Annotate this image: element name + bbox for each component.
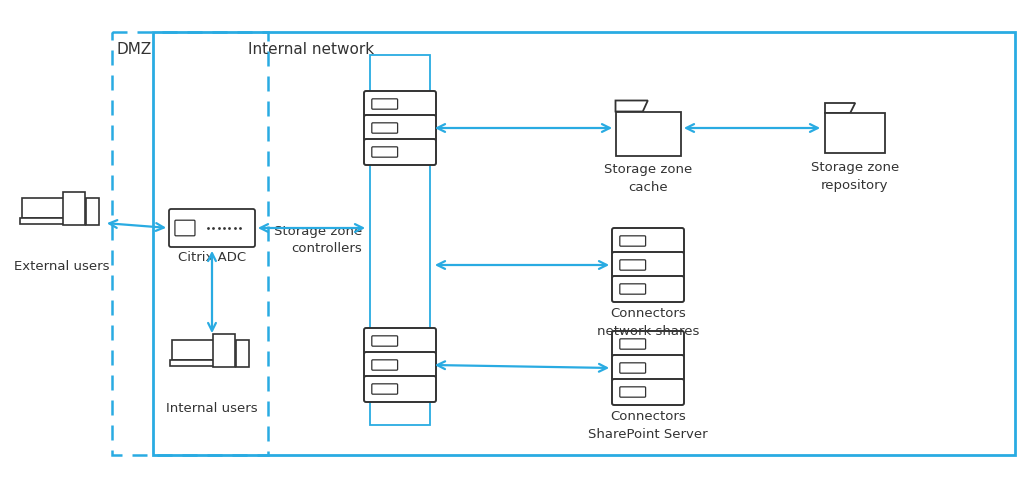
Text: DMZ: DMZ: [117, 42, 152, 57]
FancyBboxPatch shape: [213, 334, 235, 367]
FancyBboxPatch shape: [372, 384, 398, 394]
FancyBboxPatch shape: [372, 99, 398, 109]
FancyBboxPatch shape: [372, 123, 398, 133]
FancyBboxPatch shape: [620, 339, 646, 349]
FancyBboxPatch shape: [612, 252, 684, 278]
FancyBboxPatch shape: [236, 340, 249, 367]
FancyBboxPatch shape: [172, 340, 224, 360]
FancyBboxPatch shape: [364, 352, 436, 378]
FancyBboxPatch shape: [364, 376, 436, 402]
FancyBboxPatch shape: [612, 228, 684, 254]
FancyBboxPatch shape: [85, 198, 99, 225]
FancyBboxPatch shape: [364, 115, 436, 141]
FancyBboxPatch shape: [20, 218, 75, 224]
Text: Internal network: Internal network: [248, 42, 374, 57]
FancyBboxPatch shape: [612, 331, 684, 357]
FancyBboxPatch shape: [612, 276, 684, 302]
Polygon shape: [616, 100, 648, 111]
FancyBboxPatch shape: [372, 336, 398, 346]
FancyBboxPatch shape: [612, 355, 684, 381]
FancyBboxPatch shape: [364, 139, 436, 165]
Text: Storage zone
repository: Storage zone repository: [811, 161, 899, 192]
FancyBboxPatch shape: [620, 284, 646, 294]
FancyBboxPatch shape: [22, 198, 73, 218]
FancyBboxPatch shape: [620, 236, 646, 246]
Polygon shape: [825, 103, 855, 113]
FancyBboxPatch shape: [612, 379, 684, 405]
FancyBboxPatch shape: [364, 91, 436, 117]
FancyBboxPatch shape: [372, 360, 398, 370]
FancyBboxPatch shape: [364, 328, 436, 354]
Text: Citrix ADC: Citrix ADC: [178, 251, 246, 264]
FancyBboxPatch shape: [620, 260, 646, 270]
Text: Internal users: Internal users: [166, 402, 258, 415]
FancyBboxPatch shape: [616, 111, 681, 156]
FancyBboxPatch shape: [170, 360, 226, 366]
FancyBboxPatch shape: [169, 209, 255, 247]
FancyBboxPatch shape: [175, 220, 195, 236]
Text: Storage zone
controllers: Storage zone controllers: [274, 225, 362, 255]
FancyBboxPatch shape: [825, 113, 885, 153]
Text: Storage zone
cache: Storage zone cache: [604, 163, 692, 194]
FancyBboxPatch shape: [620, 363, 646, 373]
Text: Connectors
network shares: Connectors network shares: [596, 307, 699, 338]
FancyBboxPatch shape: [372, 147, 398, 157]
FancyBboxPatch shape: [620, 387, 646, 397]
Text: External users: External users: [14, 260, 110, 273]
FancyBboxPatch shape: [63, 192, 85, 225]
Text: Connectors
SharePoint Server: Connectors SharePoint Server: [588, 410, 708, 441]
